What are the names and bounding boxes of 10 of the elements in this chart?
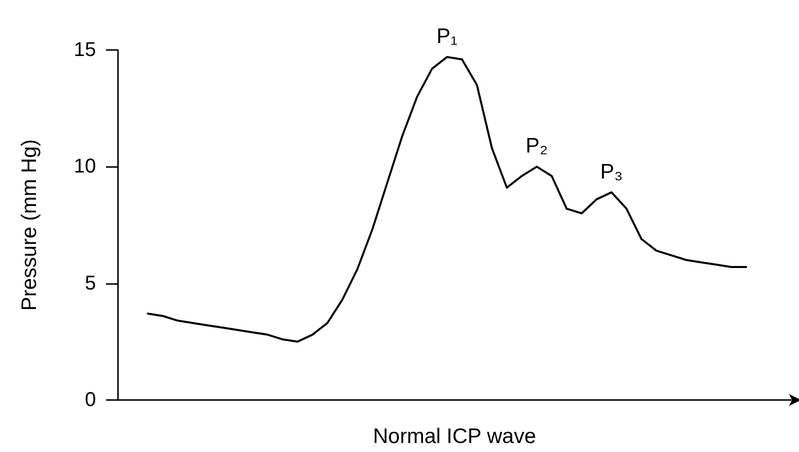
y-tick-label: 0 bbox=[84, 389, 96, 411]
line-series bbox=[146, 56, 748, 343]
y-tick-label: 5 bbox=[84, 272, 96, 294]
y-axis-title: Pressure (mm Hg) bbox=[18, 139, 41, 311]
annotation: P₂ bbox=[526, 134, 548, 158]
x-axis-title: Normal ICP wave bbox=[373, 425, 536, 448]
y-tick-label: 15 bbox=[74, 39, 96, 61]
annotation: P₃ bbox=[600, 160, 623, 184]
y-tick-label: 10 bbox=[74, 156, 96, 178]
annotation: P₁ bbox=[436, 25, 458, 48]
